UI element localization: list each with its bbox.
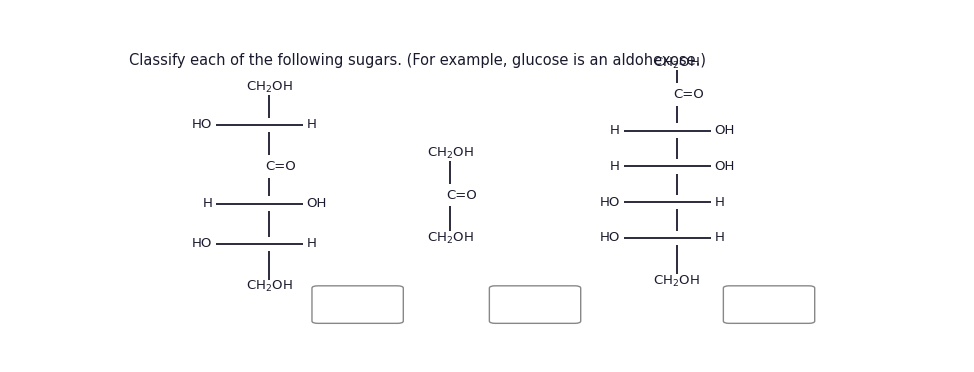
Text: H: H [714, 196, 725, 209]
Text: HO: HO [192, 237, 212, 250]
Text: C=O: C=O [673, 88, 703, 101]
Text: CH$_2$OH: CH$_2$OH [245, 279, 292, 294]
FancyBboxPatch shape [489, 286, 581, 323]
Text: H: H [610, 160, 620, 173]
Text: CH$_2$OH: CH$_2$OH [427, 146, 473, 161]
FancyBboxPatch shape [724, 286, 814, 323]
Text: HO: HO [600, 196, 620, 209]
Text: CH$_2$OH: CH$_2$OH [654, 56, 700, 71]
Text: C=O: C=O [446, 189, 477, 202]
Text: H: H [610, 124, 620, 137]
Text: CH$_2$OH: CH$_2$OH [654, 273, 700, 289]
Text: H: H [714, 231, 725, 244]
Text: C=O: C=O [265, 160, 296, 173]
Text: CH$_2$OH: CH$_2$OH [245, 80, 292, 95]
Text: OH: OH [714, 124, 734, 137]
Text: Classify each of the following sugars. (For example, glucose is an aldohexose.): Classify each of the following sugars. (… [130, 53, 706, 68]
Text: HO: HO [192, 118, 212, 131]
Text: HO: HO [600, 231, 620, 244]
FancyBboxPatch shape [312, 286, 403, 323]
Text: OH: OH [307, 197, 327, 210]
Text: H: H [307, 118, 317, 131]
Text: H: H [307, 237, 317, 250]
Text: CH$_2$OH: CH$_2$OH [427, 230, 473, 246]
Text: OH: OH [714, 160, 734, 173]
Text: H: H [203, 197, 212, 210]
